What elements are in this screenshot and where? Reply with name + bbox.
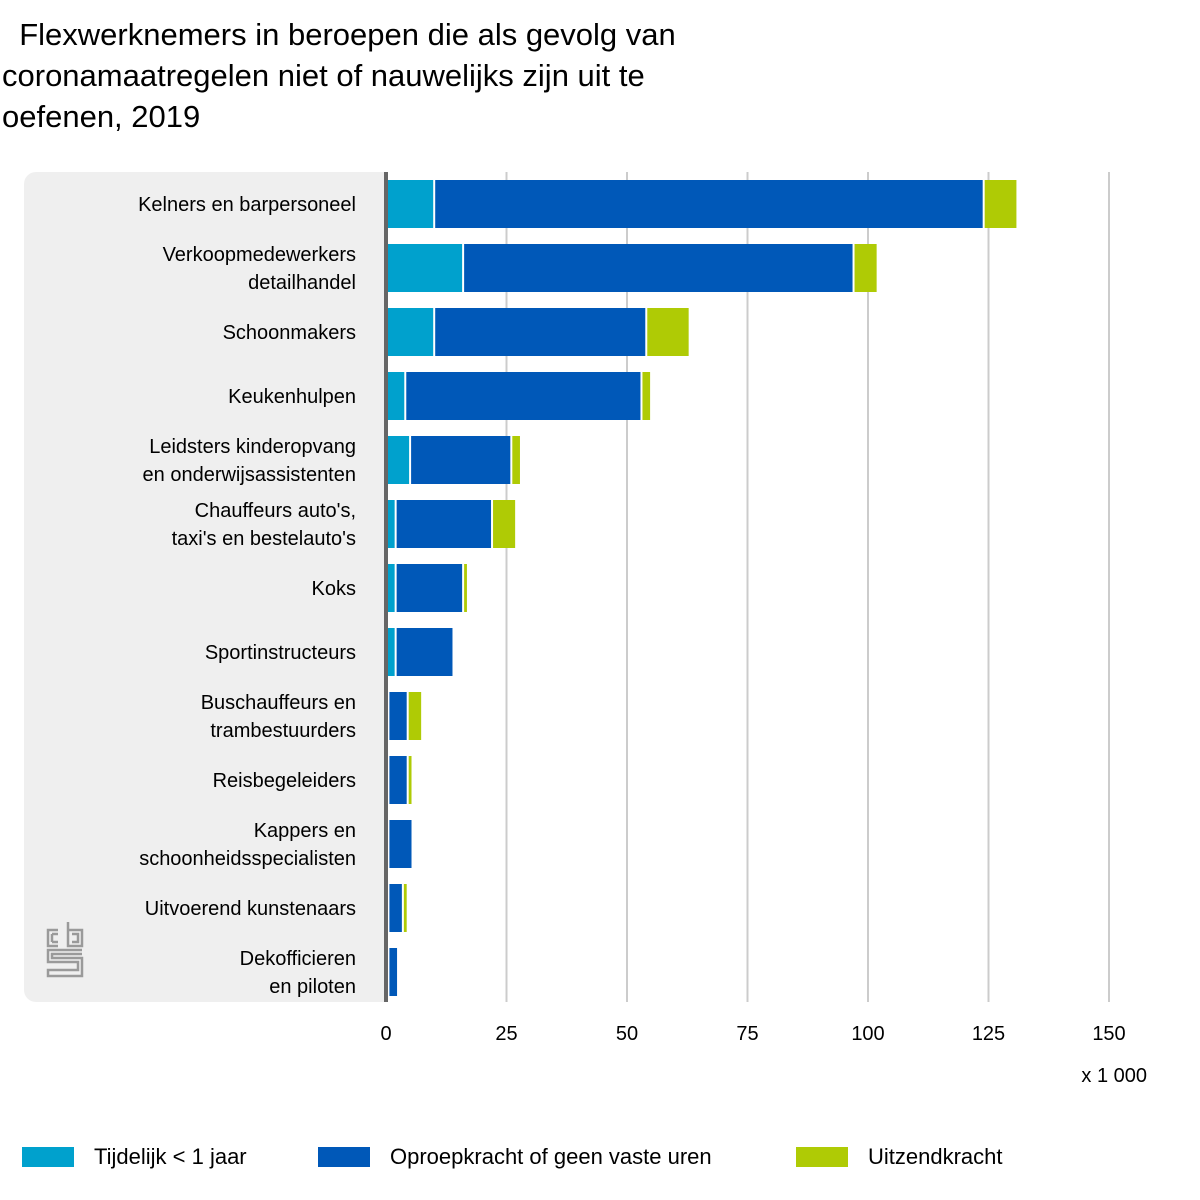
- category-label: taxi's en bestelauto's: [172, 528, 356, 550]
- category-label: Kelners en barpersoneel: [138, 194, 356, 216]
- bar-segment: [386, 564, 395, 612]
- bar-segment: [411, 436, 511, 484]
- bar-segment: [647, 308, 689, 356]
- x-tick-label: 125: [972, 1023, 1005, 1045]
- category-label: en onderwijsassistenten: [143, 464, 356, 486]
- bar-segment: [408, 692, 422, 740]
- bar-segment: [396, 628, 453, 676]
- x-tick-label: 50: [616, 1023, 638, 1045]
- bar-chart: Kelners en barpersoneel Verkoopmedewerker…: [138, 172, 1147, 1087]
- bar-segment: [642, 372, 651, 420]
- legend-swatch: [22, 1147, 74, 1167]
- bar-segment: [386, 628, 395, 676]
- legend-label: Uitzendkracht: [868, 1144, 1003, 1169]
- bar-segment: [464, 564, 467, 612]
- legend-item: Oproepkracht of geen vaste uren: [318, 1144, 712, 1170]
- category-label: Buschauffeurs en: [201, 692, 356, 714]
- legend-swatch: [796, 1147, 848, 1167]
- bar-segment: [389, 948, 398, 996]
- category-label: Leidsters kinderopvang: [149, 436, 356, 458]
- bar-segment: [389, 884, 402, 932]
- bar-segment: [984, 180, 1017, 228]
- category-label: Verkoopmedewerkers: [163, 244, 356, 266]
- bar-segment: [435, 180, 983, 228]
- legend-label: Tijdelijk < 1 jaar: [94, 1144, 247, 1169]
- bar-segment: [493, 500, 516, 548]
- category-panel: [24, 172, 386, 1002]
- category-label: Kappers en: [254, 820, 356, 842]
- legend-swatch: [318, 1147, 370, 1167]
- bar-segment: [464, 244, 853, 292]
- category-label: trambestuurders: [210, 720, 356, 742]
- legend-label: Oproepkracht of geen vaste uren: [390, 1144, 712, 1169]
- bar-segment: [512, 436, 520, 484]
- bar-segment: [386, 500, 395, 548]
- category-label: Schoonmakers: [223, 322, 356, 344]
- bar-segment: [386, 308, 434, 356]
- category-label: detailhandel: [248, 272, 356, 294]
- bar-segment: [389, 692, 407, 740]
- cbs-logo-icon: [46, 922, 84, 978]
- category-label: Dekofficieren: [240, 948, 356, 970]
- category-label: Uitvoerend kunstenaars: [145, 898, 356, 920]
- category-label: Reisbegeleiders: [213, 770, 356, 792]
- bar-segment: [396, 500, 492, 548]
- category-label: schoonheidsspecialisten: [139, 848, 356, 870]
- bar-segment: [386, 436, 410, 484]
- x-tick-label: 150: [1092, 1023, 1125, 1045]
- bar-segment: [403, 884, 407, 932]
- x-tick-label: 100: [851, 1023, 884, 1045]
- bar-segment: [854, 244, 877, 292]
- x-tick-label: 25: [495, 1023, 517, 1045]
- x-axis-unit-label: x 1 000: [1081, 1065, 1147, 1087]
- bar-segment: [386, 244, 463, 292]
- bar-segment: [386, 180, 434, 228]
- bar-segment: [386, 372, 405, 420]
- bar-segment: [396, 564, 463, 612]
- category-label: Keukenhulpen: [228, 386, 356, 408]
- bar-segment: [389, 820, 412, 868]
- bar-segment: [435, 308, 646, 356]
- category-label: Koks: [312, 578, 356, 600]
- category-label: en piloten: [269, 976, 356, 998]
- category-label: Sportinstructeurs: [205, 642, 356, 664]
- chart-title: Flexwerknemers in beroepen die als gevol…: [2, 17, 676, 134]
- legend-item: Uitzendkracht: [796, 1144, 1003, 1170]
- legend-item: Tijdelijk < 1 jaar: [22, 1144, 247, 1170]
- bar-segment: [406, 372, 641, 420]
- legend: Tijdelijk < 1 jaar Oproepkracht of geen v…: [22, 1144, 1192, 1174]
- bar-segment: [389, 756, 407, 804]
- x-tick-label: 75: [736, 1023, 758, 1045]
- category-label: Chauffeurs auto's,: [195, 500, 356, 522]
- x-tick-label: 0: [380, 1023, 391, 1045]
- bar-segment: [408, 756, 412, 804]
